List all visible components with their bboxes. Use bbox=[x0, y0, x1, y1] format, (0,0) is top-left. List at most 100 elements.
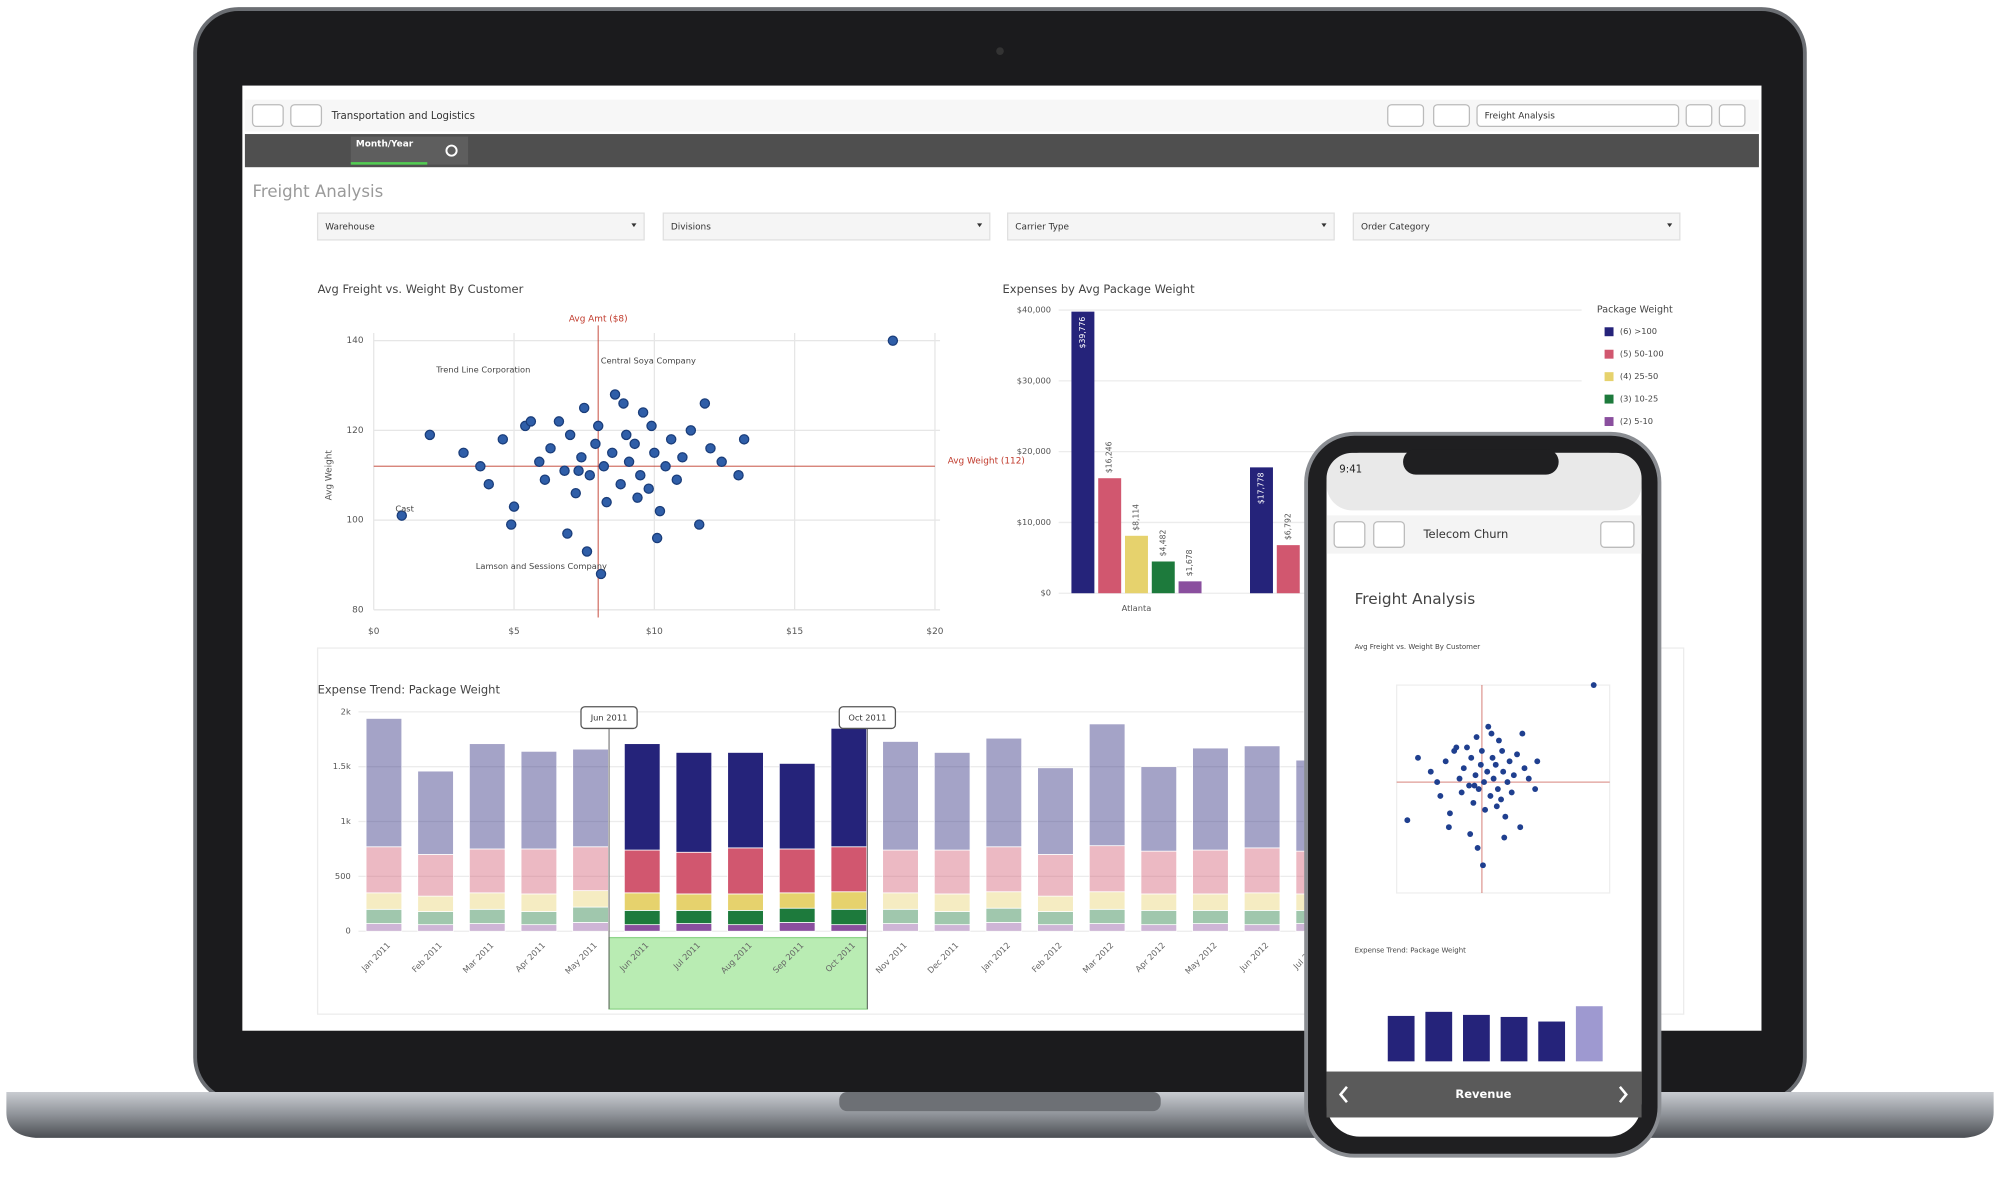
filter-box[interactable] bbox=[316, 212, 645, 241]
phone-arrows[interactable] bbox=[1338, 1086, 1628, 1103]
phone-scatter-point bbox=[1467, 831, 1474, 837]
phone-scatter-point bbox=[1480, 862, 1486, 869]
phone-scatter-point bbox=[1447, 810, 1453, 817]
phone-scatter-point bbox=[1485, 723, 1492, 730]
sheet-selector[interactable] bbox=[1476, 104, 1680, 128]
bar-segment bbox=[675, 923, 713, 932]
scatter-point bbox=[578, 402, 590, 414]
bar-segment bbox=[1192, 849, 1229, 895]
filter-box[interactable] bbox=[662, 212, 991, 241]
phone-scatter-point bbox=[1478, 747, 1485, 754]
phone-scatter-point bbox=[1494, 786, 1501, 792]
bar-segment bbox=[469, 743, 506, 850]
bar-segment bbox=[933, 911, 971, 926]
bar-segment bbox=[417, 895, 454, 912]
bar-segment bbox=[882, 908, 919, 924]
bar-segment bbox=[1192, 923, 1229, 932]
bar-segment bbox=[1088, 723, 1126, 847]
filter-box[interactable] bbox=[1352, 212, 1681, 241]
bar-segment bbox=[1192, 747, 1229, 851]
bar-segment bbox=[1037, 854, 1074, 897]
bar-segment bbox=[469, 908, 506, 924]
bar-segment bbox=[778, 763, 816, 850]
x-tick-label: Atlanta bbox=[1122, 603, 1152, 613]
phone-scatter-point bbox=[1521, 765, 1528, 772]
scatter-point bbox=[508, 501, 520, 512]
phone-scatter-point bbox=[1502, 813, 1509, 820]
bar-segment bbox=[1037, 911, 1074, 926]
phone-menu[interactable] bbox=[1373, 521, 1405, 548]
y-tick-label: 2k bbox=[341, 706, 351, 716]
y-tick-label: 1.5k bbox=[333, 761, 351, 771]
filter-caret bbox=[1321, 223, 1327, 228]
phone-scatter-point bbox=[1481, 779, 1487, 786]
filter-caret bbox=[1667, 223, 1673, 228]
bar-segment bbox=[1243, 892, 1281, 911]
phone-footer bbox=[1326, 1071, 1642, 1118]
nav-button[interactable] bbox=[251, 104, 284, 128]
scatter-point bbox=[475, 461, 486, 472]
bar bbox=[1098, 478, 1122, 594]
scatter-point bbox=[607, 447, 618, 459]
phone-scatter-point bbox=[1500, 768, 1507, 775]
legend-swatch bbox=[1604, 417, 1614, 427]
value-label: $4,482 bbox=[1158, 530, 1167, 557]
selection-chip[interactable] bbox=[350, 136, 469, 165]
phone-scatter-point bbox=[1458, 789, 1465, 796]
phone-charts bbox=[1387, 682, 1611, 1062]
selection-bar bbox=[244, 134, 1759, 168]
phone-bookmark[interactable] bbox=[1600, 521, 1635, 548]
phone-nav[interactable] bbox=[1333, 521, 1366, 548]
y-tick-label: 100 bbox=[347, 516, 364, 526]
filter-box[interactable] bbox=[1007, 212, 1335, 241]
phone-scatter-point bbox=[1532, 786, 1539, 792]
filter-label: Warehouse bbox=[325, 223, 374, 233]
bar-segment bbox=[882, 849, 919, 894]
phone-scatter-point bbox=[1504, 779, 1511, 786]
scatter-point bbox=[570, 487, 581, 499]
bookmark-button[interactable] bbox=[1433, 104, 1471, 128]
bar-segment bbox=[572, 922, 609, 932]
clear-selection[interactable] bbox=[445, 144, 458, 157]
bar-segment bbox=[727, 893, 764, 911]
bar-segment bbox=[985, 922, 1023, 932]
phone-notch bbox=[1403, 449, 1559, 475]
scatter-point bbox=[598, 461, 610, 472]
bar-segment bbox=[778, 922, 816, 932]
phone-screen bbox=[1326, 452, 1642, 1137]
bar-segment bbox=[1243, 910, 1281, 926]
selection-label: Oct 2011 bbox=[848, 713, 886, 723]
legend-swatch bbox=[1604, 372, 1614, 382]
scatter-point bbox=[576, 452, 587, 463]
bar-segment bbox=[520, 750, 558, 850]
bar-segment bbox=[985, 737, 1023, 848]
phone-scatter-point bbox=[1482, 806, 1489, 813]
selection-range[interactable] bbox=[608, 936, 868, 1010]
scatter-point bbox=[665, 434, 677, 445]
y-axis-label: Avg Weight bbox=[325, 450, 335, 501]
phone-scatter-point bbox=[1514, 751, 1520, 758]
bar-segment bbox=[365, 923, 403, 932]
bar bbox=[1071, 311, 1095, 594]
bar bbox=[1151, 561, 1175, 594]
next-sheet[interactable] bbox=[1718, 104, 1746, 128]
bar-segment bbox=[675, 893, 713, 911]
phone-chart-title: Avg Freight vs. Weight By Customer bbox=[1355, 642, 1481, 651]
y-tick-label: 1k bbox=[341, 816, 351, 826]
bar bbox=[1276, 545, 1300, 594]
scatter-point bbox=[525, 416, 537, 427]
bar-segment bbox=[933, 924, 971, 932]
y-tick-label: $40,000 bbox=[1017, 305, 1051, 315]
phone-scatter-point bbox=[1470, 799, 1477, 806]
value-label: $16,246 bbox=[1105, 441, 1114, 473]
x-tick-label: $0 bbox=[368, 627, 380, 637]
bar-segment bbox=[727, 924, 764, 932]
prev-sheet[interactable] bbox=[1685, 104, 1713, 128]
legend-label: (6) >100 bbox=[1620, 326, 1657, 336]
filter-caret bbox=[977, 223, 983, 228]
scatter-point bbox=[623, 456, 635, 468]
app-title: Transportation and Logistics bbox=[331, 111, 475, 122]
story-button[interactable] bbox=[1387, 104, 1425, 128]
menu-button[interactable] bbox=[290, 104, 323, 128]
bar-segment bbox=[1088, 908, 1126, 924]
